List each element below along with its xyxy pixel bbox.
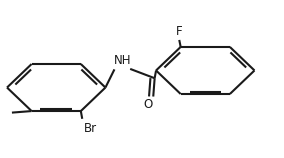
Text: O: O bbox=[143, 98, 152, 111]
Text: NH: NH bbox=[114, 54, 131, 67]
Text: Br: Br bbox=[84, 122, 97, 135]
Text: F: F bbox=[176, 25, 183, 38]
